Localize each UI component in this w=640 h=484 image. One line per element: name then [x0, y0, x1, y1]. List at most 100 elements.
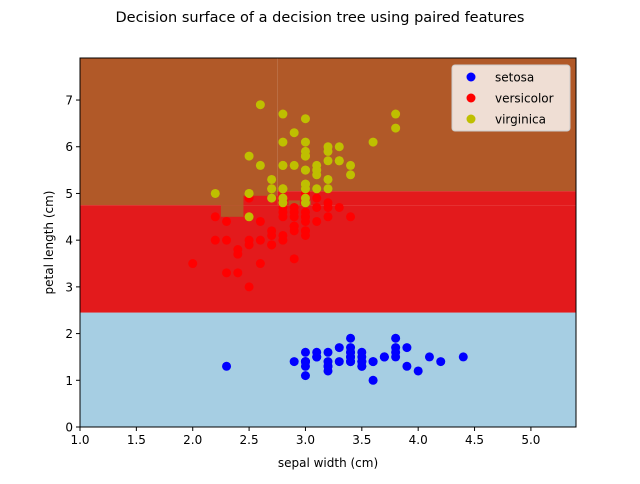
decision-region-versicolor [277, 191, 576, 206]
legend-marker-versicolor [466, 93, 476, 103]
data-point-virginica [267, 193, 277, 203]
data-point-virginica [244, 188, 254, 198]
data-point-virginica [346, 170, 356, 180]
x-tick-label: 4.5 [465, 433, 484, 447]
y-tick-label: 4 [65, 234, 73, 248]
scatter-points [188, 100, 468, 385]
data-point-versicolor [233, 249, 243, 259]
data-point-virginica [334, 142, 344, 152]
data-point-virginica [391, 109, 401, 119]
data-point-virginica [334, 156, 344, 166]
data-point-virginica [289, 128, 299, 138]
axes: 1.0 1.5 2.0 2.5 3.0 3.5 4.0 4.5 5.0 0 1 2 3 4 5 6 7 [65, 57, 577, 447]
data-point-virginica [278, 160, 288, 170]
x-tick-label: 3.5 [352, 433, 371, 447]
data-point-virginica [289, 160, 299, 170]
data-point-virginica [323, 184, 333, 194]
legend-marker-virginica [466, 114, 476, 124]
data-point-versicolor [255, 216, 265, 226]
data-point-versicolor [289, 212, 299, 222]
data-point-versicolor [188, 259, 198, 269]
data-point-versicolor [233, 268, 243, 278]
data-point-virginica [267, 184, 277, 194]
data-point-virginica [300, 184, 310, 194]
data-point-setosa [346, 352, 356, 362]
data-point-setosa [300, 371, 310, 381]
data-point-setosa [357, 361, 367, 371]
data-point-setosa [300, 347, 310, 357]
data-point-virginica [267, 174, 277, 184]
data-point-virginica [323, 156, 333, 166]
legend-label-virginica: virginica [495, 113, 546, 127]
data-point-versicolor [323, 212, 333, 222]
data-point-virginica [255, 100, 265, 110]
y-axis-label: petal length (cm) [42, 191, 56, 295]
data-point-virginica [346, 160, 356, 170]
y-tick-label: 3 [65, 280, 73, 294]
plot-frame [79, 57, 577, 428]
data-point-virginica [300, 137, 310, 147]
data-point-virginica [278, 184, 288, 194]
data-point-versicolor [222, 235, 232, 245]
data-point-versicolor [323, 198, 333, 208]
data-point-versicolor [267, 226, 277, 236]
data-point-virginica [278, 137, 288, 147]
data-point-versicolor [222, 268, 232, 278]
data-point-versicolor [255, 259, 265, 269]
x-tick-label: 2.0 [183, 433, 202, 447]
x-tick-label: 5.0 [521, 433, 540, 447]
data-point-virginica [300, 165, 310, 175]
data-point-versicolor [210, 235, 220, 245]
data-point-setosa [323, 347, 333, 357]
data-point-setosa [323, 357, 333, 367]
data-point-versicolor [244, 235, 254, 245]
data-point-setosa [402, 343, 412, 353]
x-tick-label: 3.0 [296, 433, 315, 447]
legend-label-setosa: setosa [495, 71, 534, 85]
data-point-virginica [278, 198, 288, 208]
data-point-versicolor [312, 193, 322, 203]
data-point-setosa [436, 357, 446, 367]
x-axis-label: sepal width (cm) [278, 456, 378, 470]
data-point-virginica [244, 212, 254, 222]
data-point-virginica [210, 188, 220, 198]
data-point-versicolor [300, 207, 310, 217]
data-point-virginica [300, 198, 310, 208]
x-tick-label: 1.0 [70, 433, 89, 447]
data-point-setosa [368, 375, 378, 385]
data-point-virginica [244, 151, 254, 161]
data-point-setosa [300, 357, 310, 367]
data-point-setosa [357, 347, 367, 357]
chart-title: Decision surface of a decision tree usin… [116, 10, 525, 26]
data-point-versicolor [312, 202, 322, 212]
decision-region-virginica [220, 205, 244, 217]
y-tick-label: 1 [65, 374, 73, 388]
x-tick-label: 4.0 [409, 433, 428, 447]
data-point-versicolor [244, 282, 254, 292]
x-tick-label: 1.5 [127, 433, 146, 447]
data-point-versicolor [222, 216, 232, 226]
data-point-versicolor [312, 216, 322, 226]
y-tick-label: 2 [65, 327, 73, 341]
data-point-versicolor [289, 254, 299, 264]
data-point-versicolor [300, 226, 310, 236]
data-point-virginica [312, 170, 322, 180]
data-point-setosa [424, 352, 434, 362]
data-point-virginica [300, 114, 310, 124]
y-tick-label: 5 [65, 187, 73, 201]
legend-marker-setosa [466, 72, 476, 82]
data-point-versicolor [210, 212, 220, 222]
data-point-setosa [334, 343, 344, 353]
legend-box [451, 64, 571, 132]
data-point-versicolor [278, 230, 288, 240]
data-point-virginica [312, 160, 322, 170]
y-tick-label: 7 [65, 94, 73, 108]
data-point-setosa [289, 357, 299, 367]
decision-region-virginica [288, 200, 300, 206]
data-point-virginica [323, 174, 333, 184]
data-point-versicolor [255, 235, 265, 245]
x-tick-label: 2.5 [240, 433, 259, 447]
data-point-setosa [458, 352, 468, 362]
decision-region-versicolor [243, 195, 278, 206]
